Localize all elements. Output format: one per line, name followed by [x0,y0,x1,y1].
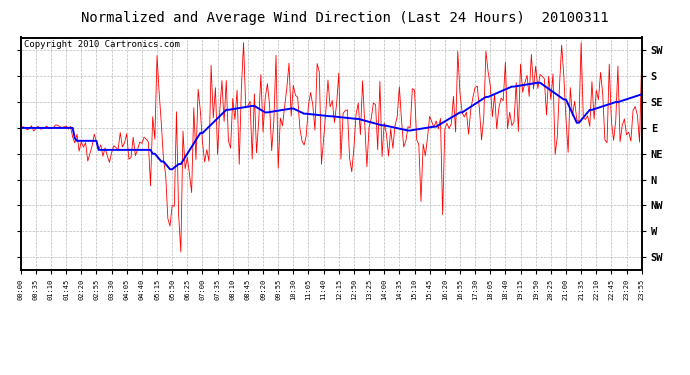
Text: Copyright 2010 Cartronics.com: Copyright 2010 Cartronics.com [23,40,179,49]
Text: Normalized and Average Wind Direction (Last 24 Hours)  20100311: Normalized and Average Wind Direction (L… [81,11,609,25]
